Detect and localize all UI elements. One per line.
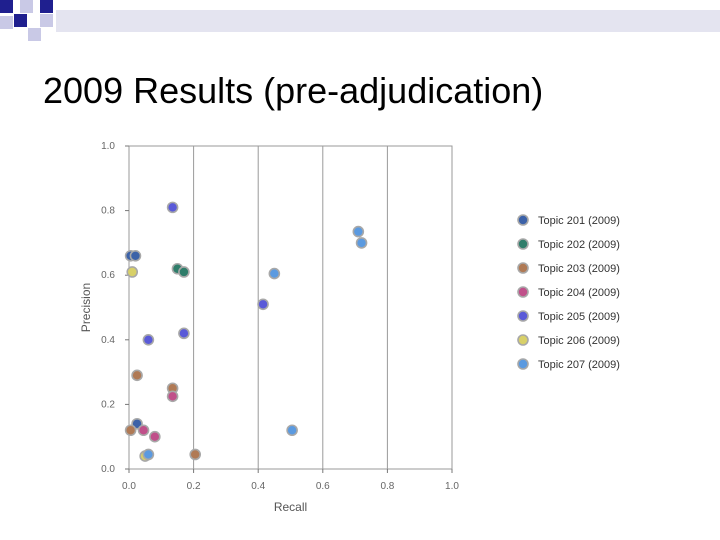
data-point (142, 333, 155, 346)
legend-marker (517, 238, 529, 250)
data-point (268, 267, 281, 280)
legend-marker (517, 286, 529, 298)
corner-decoration (0, 0, 720, 60)
data-point (166, 201, 179, 214)
legend-entry: Topic 203 (2009) (538, 263, 620, 275)
data-point (257, 298, 269, 311)
deco-square-light (28, 28, 41, 41)
y-tick-label: 0.0 (101, 464, 115, 475)
data-point (124, 424, 137, 437)
data-point (178, 266, 190, 278)
data-point (286, 424, 298, 437)
deco-square-dark (0, 0, 13, 13)
deco-square-light (0, 16, 13, 29)
y-tick-label: 0.2 (101, 399, 115, 410)
legend-marker (517, 214, 529, 226)
data-point (137, 424, 150, 437)
legend-entry: Topic 206 (2009) (538, 335, 620, 347)
y-axis-label: Precision (79, 283, 93, 332)
deco-square-dark (14, 14, 27, 27)
legend-marker (517, 310, 529, 322)
slide-title: 2009 Results (pre-adjudication) (43, 70, 544, 111)
x-tick-label: 0.0 (122, 481, 136, 492)
plot-frame (128, 145, 453, 470)
y-tick-label: 0.4 (101, 335, 115, 346)
x-axis-label: Recall (274, 500, 307, 514)
data-point (189, 448, 202, 461)
legend-marker (517, 334, 529, 346)
legend-marker (517, 262, 529, 274)
legend-entry: Topic 204 (2009) (538, 287, 620, 299)
data-point (129, 250, 142, 262)
data-point (142, 448, 155, 461)
legend-entry: Topic 202 (2009) (538, 239, 620, 251)
data-point (178, 327, 190, 340)
data-point (149, 430, 161, 443)
legend-entry: Topic 207 (2009) (538, 359, 620, 371)
x-tick-label: 0.8 (380, 481, 394, 492)
data-point (166, 390, 179, 403)
legend-marker (517, 358, 529, 370)
x-tick-label: 0.2 (187, 481, 201, 492)
y-tick-label: 0.8 (101, 206, 115, 217)
x-tick-label: 0.4 (251, 481, 265, 492)
deco-bar (56, 10, 720, 32)
data-point (352, 225, 365, 238)
data-point (126, 266, 139, 278)
y-tick-label: 0.6 (101, 270, 115, 281)
data-point (355, 237, 368, 249)
deco-square-light (40, 14, 53, 27)
deco-square-dark (40, 0, 53, 13)
legend-entry: Topic 205 (2009) (538, 311, 620, 323)
x-tick-label: 0.6 (316, 481, 330, 492)
data-point (131, 369, 143, 382)
legend-entry: Topic 201 (2009) (538, 215, 620, 227)
y-tick-label: 1.0 (101, 141, 115, 152)
deco-square-light (20, 0, 33, 13)
x-tick-label: 1.0 (445, 481, 459, 492)
